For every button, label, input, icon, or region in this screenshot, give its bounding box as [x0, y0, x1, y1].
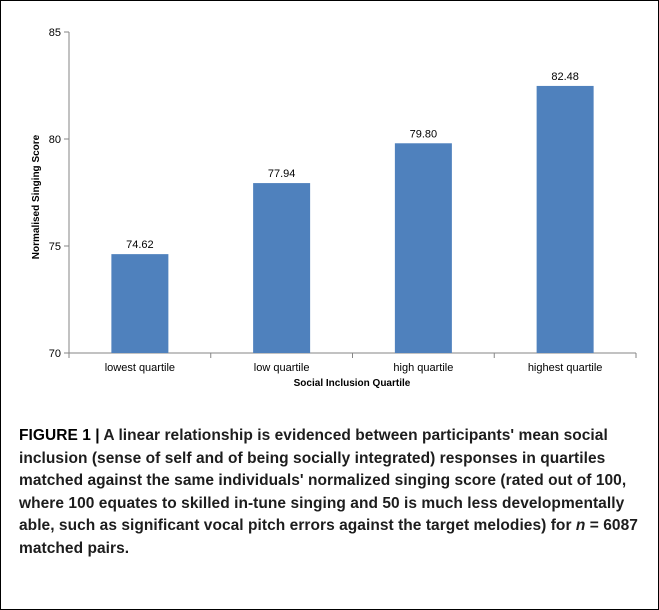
bar [253, 183, 311, 353]
bar-value-label: 77.94 [268, 168, 296, 180]
x-category-label: low quartile [254, 362, 310, 374]
bar-value-label: 79.80 [410, 128, 438, 140]
caption-n-text: = 6087 matched pairs. [19, 517, 638, 557]
caption-n-symbol: n [575, 517, 586, 534]
y-tick-label: 75 [49, 241, 61, 253]
x-category-label: lowest quartile [105, 362, 175, 374]
bar-value-label: 82.48 [551, 71, 579, 83]
bar [111, 254, 169, 353]
chart-bars [111, 85, 594, 353]
x-category-label: highest quartile [528, 362, 603, 374]
figure-caption: FIGURE 1 | A linear relationship is evid… [19, 425, 649, 560]
bar-value-label: 74.62 [126, 239, 154, 251]
y-tick-label: 85 [49, 27, 61, 39]
caption-text: A linear relationship is evidenced betwe… [19, 427, 627, 534]
bar [536, 85, 594, 353]
bar-chart: 70 75 80 85 74.62 lowest quartile 77.94 low qu… [31, 27, 637, 389]
x-axis-title: Social Inclusion Quartile [294, 378, 411, 389]
bar [394, 143, 452, 353]
x-category-label: high quartile [393, 362, 453, 374]
y-tick-label: 80 [49, 134, 61, 146]
chart-labels: 74.62 lowest quartile 77.94 low quartile 79.… [105, 71, 603, 374]
caption-figure-label: FIGURE 1 | [19, 427, 104, 444]
y-axis-title: Normalised Singing Score [31, 134, 42, 259]
y-tick-label: 70 [49, 348, 61, 360]
